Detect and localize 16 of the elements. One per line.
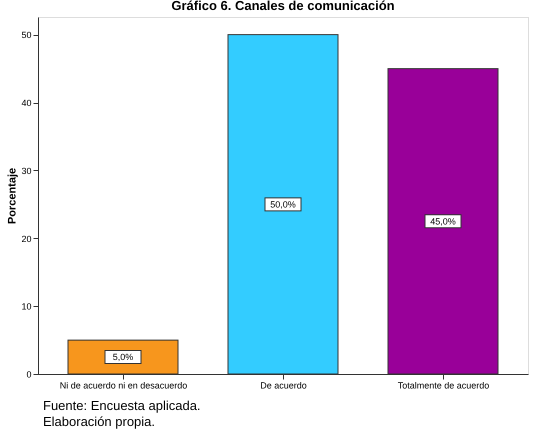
data-label: 45,0% xyxy=(430,216,456,226)
y-tick-label: 20 xyxy=(21,234,32,244)
data-label: 5,0% xyxy=(112,352,134,362)
y-tick-label: 10 xyxy=(21,302,32,312)
x-tick-label: Ni de acuerdo ni en desacuerdo xyxy=(60,380,188,390)
data-label: 50,0% xyxy=(270,199,296,210)
y-tick-label: 50 xyxy=(21,30,32,40)
y-tick-label: 30 xyxy=(21,166,32,176)
x-tick-label: Totalmente de acuerdo xyxy=(398,380,490,390)
y-tick-label: 0 xyxy=(26,370,32,380)
y-tick-label: 40 xyxy=(21,98,32,108)
x-tick-label: De acuerdo xyxy=(260,380,307,390)
text: Elaboración propia. xyxy=(43,414,156,429)
chart-title: Gráfico 6. Canales de comunicación xyxy=(171,0,395,13)
source-note: Fuente: Encuesta aplicada. xyxy=(43,398,201,413)
y-axis-title: Porcentaje xyxy=(6,168,18,224)
